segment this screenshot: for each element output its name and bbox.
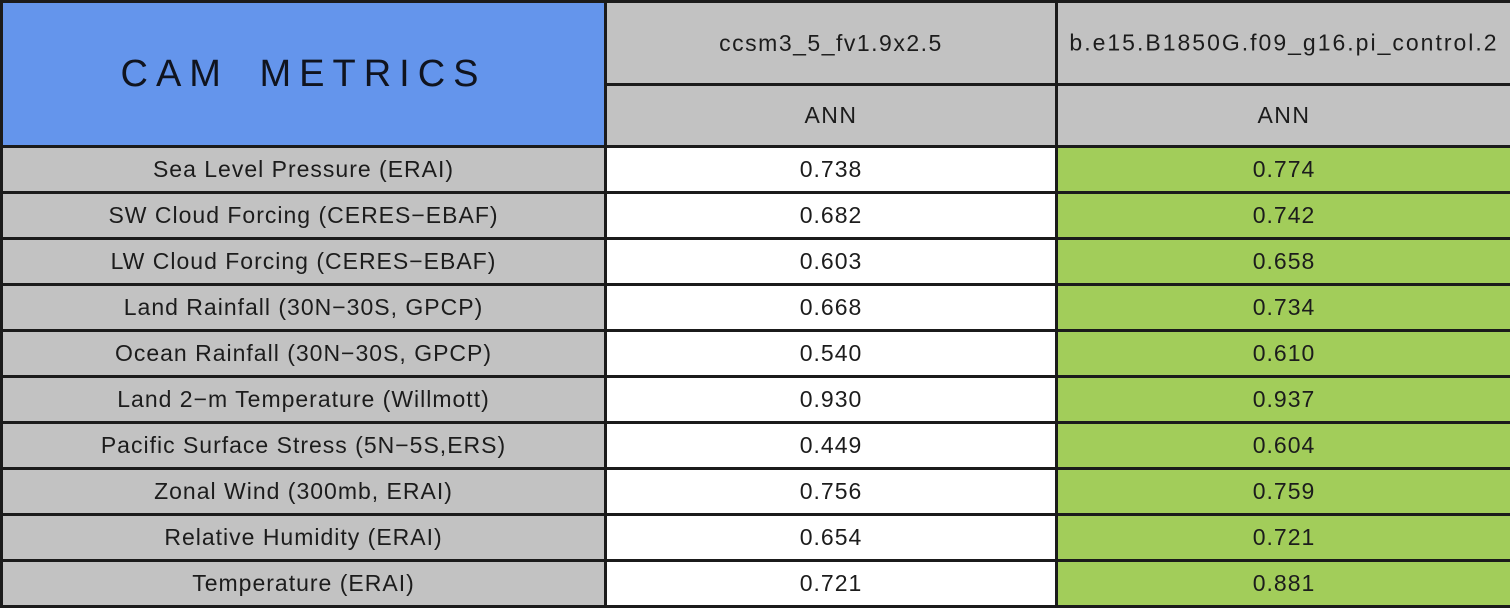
metric-value-col1: 0.540 [604, 329, 1058, 378]
metric-value-col1: 0.738 [604, 145, 1058, 194]
metric-value-col2: 0.604 [1055, 421, 1510, 470]
metric-value-col1: 0.654 [604, 513, 1058, 562]
model-name-header-2: b.e15.B1850G.f09_g16.pi_control.2 [1055, 0, 1510, 86]
metric-row: Land 2−m Temperature (Willmott) 0.930 0.… [0, 375, 1510, 424]
metric-value-col1: 0.756 [604, 467, 1058, 516]
season-header-2: ANN [1055, 83, 1510, 148]
header-row-seasons: ANN ANN [2, 83, 1510, 148]
metric-row: Relative Humidity (ERAI) 0.654 0.721 [0, 513, 1510, 562]
metric-row: Ocean Rainfall (30N−30S, GPCP) 0.540 0.6… [0, 329, 1510, 378]
metric-label: LW Cloud Forcing (CERES−EBAF) [0, 237, 607, 286]
metric-label: Temperature (ERAI) [0, 559, 607, 608]
metric-label: Zonal Wind (300mb, ERAI) [0, 467, 607, 516]
table-title: CAM METRICS [120, 52, 487, 95]
metric-value-col2: 0.658 [1055, 237, 1510, 286]
table-title-cell: CAM METRICS [0, 0, 607, 148]
metric-value-col2: 0.937 [1055, 375, 1510, 424]
metric-row: LW Cloud Forcing (CERES−EBAF) 0.603 0.65… [0, 237, 1510, 286]
metric-row: Temperature (ERAI) 0.721 0.881 [0, 559, 1510, 608]
metric-label: Relative Humidity (ERAI) [0, 513, 607, 562]
metric-value-col1: 0.449 [604, 421, 1058, 470]
season-header-1: ANN [604, 83, 1058, 148]
metric-label: Ocean Rainfall (30N−30S, GPCP) [0, 329, 607, 378]
model-name-header-1: ccsm3_5_fv1.9x2.5 [604, 0, 1058, 86]
metric-value-col2: 0.774 [1055, 145, 1510, 194]
metric-value-col2: 0.610 [1055, 329, 1510, 378]
metric-label: Land Rainfall (30N−30S, GPCP) [0, 283, 607, 332]
metric-label: Sea Level Pressure (ERAI) [0, 145, 607, 194]
metric-row: SW Cloud Forcing (CERES−EBAF) 0.682 0.74… [0, 191, 1510, 240]
model-name-1: ccsm3_5_fv1.9x2.5 [719, 29, 943, 56]
metric-value-col1: 0.603 [604, 237, 1058, 286]
model-name-2: b.e15.B1850G.f09_g16.pi_control.2 [1069, 29, 1499, 56]
metric-label: Land 2−m Temperature (Willmott) [0, 375, 607, 424]
header-row-models: CAM METRICS ccsm3_5_fv1.9x2.5 b.e15.B185… [0, 0, 1510, 148]
metric-value-col1: 0.721 [604, 559, 1058, 608]
metric-value-col2: 0.881 [1055, 559, 1510, 608]
metric-value-col2: 0.721 [1055, 513, 1510, 562]
metric-value-col1: 0.930 [604, 375, 1058, 424]
metric-row: Land Rainfall (30N−30S, GPCP) 0.668 0.73… [0, 283, 1510, 332]
metric-value-col2: 0.734 [1055, 283, 1510, 332]
metric-label: Pacific Surface Stress (5N−5S,ERS) [0, 421, 607, 470]
metric-row: Sea Level Pressure (ERAI) 0.738 0.774 [0, 145, 1510, 194]
metric-row: Pacific Surface Stress (5N−5S,ERS) 0.449… [0, 421, 1510, 470]
metric-value-col1: 0.682 [604, 191, 1058, 240]
metric-value-col2: 0.759 [1055, 467, 1510, 516]
metric-label: SW Cloud Forcing (CERES−EBAF) [0, 191, 607, 240]
metric-value-col2: 0.742 [1055, 191, 1510, 240]
metric-row: Zonal Wind (300mb, ERAI) 0.756 0.759 [0, 467, 1510, 516]
metric-value-col1: 0.668 [604, 283, 1058, 332]
